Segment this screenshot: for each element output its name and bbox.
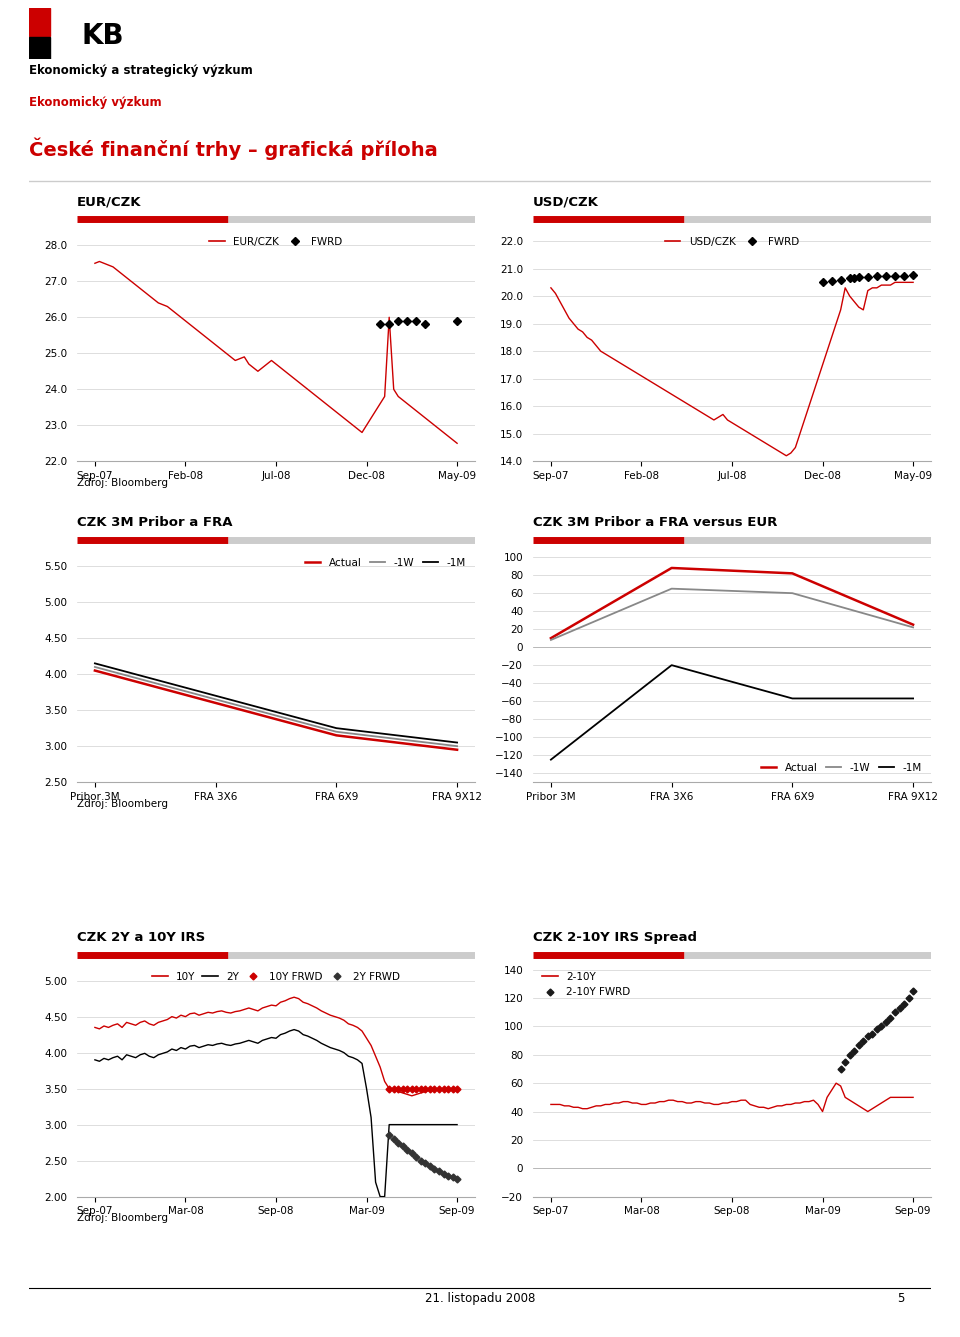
Legend: Actual, -1W, -1M: Actual, -1W, -1M — [756, 758, 926, 777]
Text: 21. listopadu 2008: 21. listopadu 2008 — [425, 1292, 535, 1305]
Text: CZK 3M Pribor a FRA: CZK 3M Pribor a FRA — [77, 516, 232, 529]
Text: EUR/CZK: EUR/CZK — [77, 195, 141, 209]
Bar — [29, 8, 50, 36]
Text: České finanční trhy – grafická příloha: České finanční trhy – grafická příloha — [29, 138, 438, 159]
Legend: USD/CZK, FWRD: USD/CZK, FWRD — [660, 233, 804, 251]
Text: KB: KB — [82, 21, 124, 49]
Text: Zdroj: Bloomberg: Zdroj: Bloomberg — [77, 477, 168, 488]
Legend: 2-10Y, 2-10Y FWRD: 2-10Y, 2-10Y FWRD — [538, 968, 635, 1001]
Legend: Actual, -1W, -1M: Actual, -1W, -1M — [300, 554, 470, 572]
Text: Zdroj: Bloomberg: Zdroj: Bloomberg — [77, 798, 168, 809]
Text: 5: 5 — [897, 1292, 904, 1305]
Bar — [29, 37, 50, 59]
Text: CZK 2Y a 10Y IRS: CZK 2Y a 10Y IRS — [77, 931, 205, 944]
Text: Zdroj: Bloomberg: Zdroj: Bloomberg — [77, 1213, 168, 1223]
Text: CZK 3M Pribor a FRA versus EUR: CZK 3M Pribor a FRA versus EUR — [533, 516, 778, 529]
Text: USD/CZK: USD/CZK — [533, 195, 599, 209]
Text: CZK 2-10Y IRS Spread: CZK 2-10Y IRS Spread — [533, 931, 697, 944]
Legend: 10Y, 2Y, 10Y FRWD, 2Y FRWD: 10Y, 2Y, 10Y FRWD, 2Y FRWD — [148, 968, 404, 987]
Text: Ekonomický a strategický výzkum: Ekonomický a strategický výzkum — [29, 64, 252, 76]
Text: Ekonomický výzkum: Ekonomický výzkum — [29, 96, 161, 108]
Legend: EUR/CZK, FWRD: EUR/CZK, FWRD — [205, 233, 347, 251]
